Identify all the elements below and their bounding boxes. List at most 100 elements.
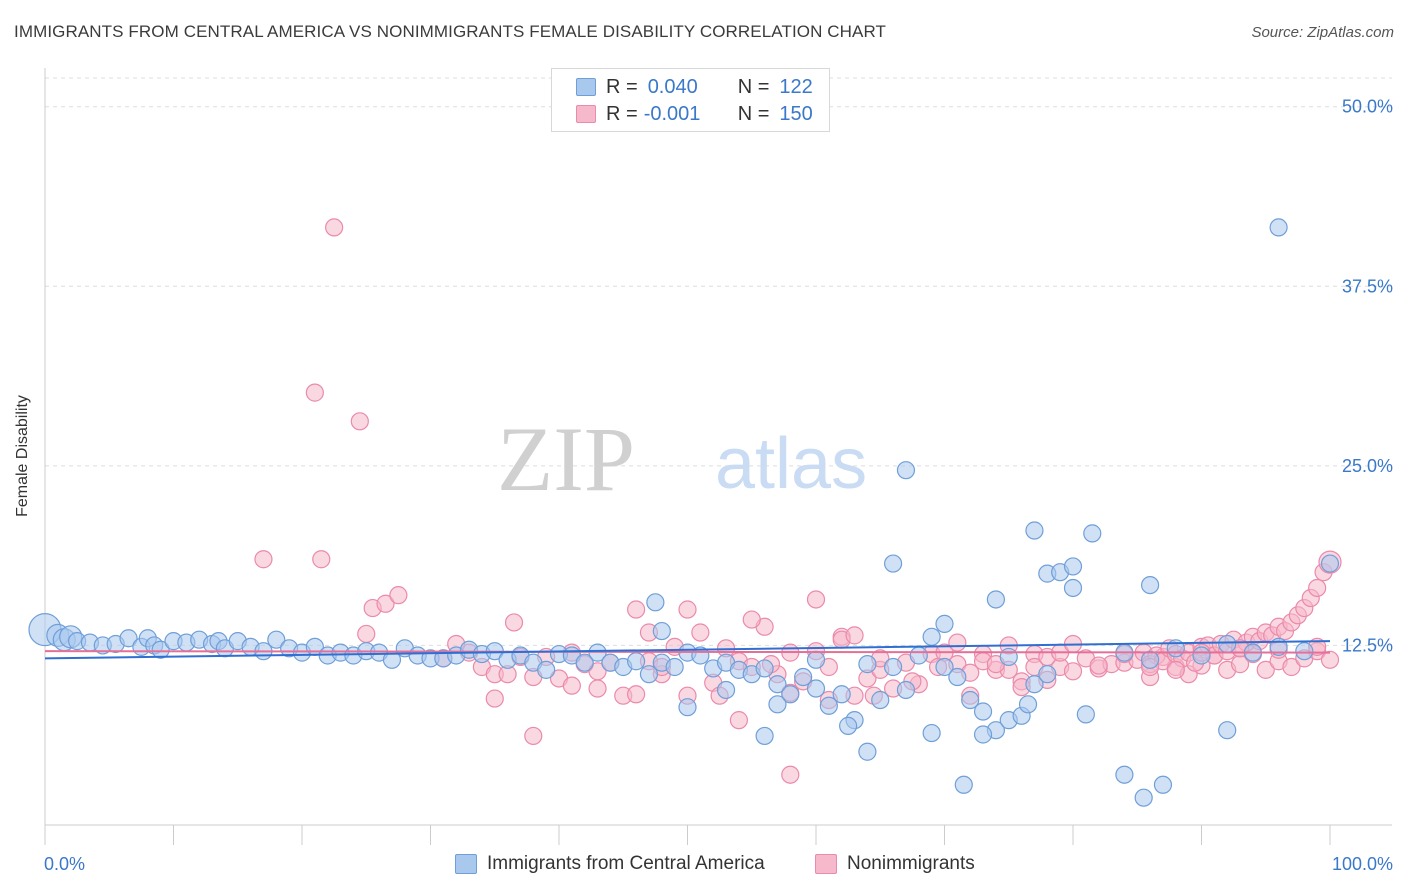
immigrants-point — [935, 614, 954, 633]
nonimmigrants-point — [806, 590, 826, 609]
chart-source: Source: ZipAtlas.com — [1251, 24, 1394, 41]
immigrants-point — [794, 667, 813, 687]
legend-swatch-pink — [576, 105, 596, 123]
nonimmigrants-point — [1166, 660, 1185, 679]
legend-row-immigrants: R = 0.040 N = 122 — [576, 74, 813, 100]
immigrants-points — [28, 218, 1340, 807]
grid-lines — [45, 77, 1392, 646]
immigrants-point — [755, 726, 774, 746]
watermark-atlas: atlas — [715, 424, 867, 504]
immigrants-point — [858, 742, 877, 761]
immigrants-point — [922, 723, 941, 743]
immigrants-point — [1025, 675, 1044, 694]
immigrants-point — [1115, 765, 1134, 784]
immigrants-point — [646, 593, 665, 612]
y-tick-label: 37.5% — [1342, 276, 1393, 296]
nonimmigrants-point — [691, 623, 710, 642]
nonimmigrants-point — [626, 685, 646, 704]
immigrants-point — [1269, 218, 1288, 237]
nonimmigrants-point — [357, 624, 376, 644]
nonimmigrants-point — [678, 600, 697, 619]
immigrants-point — [839, 716, 858, 735]
nonimmigrants-point — [781, 765, 800, 784]
bottom-legend-swatch-pink — [815, 854, 837, 874]
watermark: ZIP atlas — [497, 408, 867, 510]
bottom-legend-label: Immigrants from Central America — [487, 853, 765, 874]
immigrants-point — [1063, 578, 1083, 598]
nonimmigrants-point — [305, 383, 324, 402]
immigrants-point — [1134, 788, 1153, 807]
immigrants-point — [883, 554, 903, 573]
immigrants-point — [119, 629, 138, 648]
nonimmigrants-point — [626, 600, 646, 619]
immigrants-point — [961, 690, 980, 710]
immigrants-point — [806, 679, 826, 698]
trend-lines — [44, 640, 1331, 660]
nonimmigrants-point — [588, 679, 607, 698]
immigrants-point — [973, 702, 993, 721]
y-tick-label: 50.0% — [1342, 97, 1393, 117]
nonimmigrants-point — [729, 711, 749, 730]
immigrants-point — [575, 653, 594, 672]
nonimmigrants-point — [1308, 578, 1327, 598]
immigrants-point — [909, 646, 928, 665]
immigrants-point — [896, 680, 916, 700]
nonimmigrants-point — [325, 218, 344, 237]
nonimmigrants-point — [948, 633, 967, 652]
x-tick-label-min: 0.0% — [44, 854, 85, 874]
immigrants-point — [665, 657, 684, 677]
trend-line-nonimmigrants — [44, 650, 1331, 654]
legend-swatch-blue — [576, 78, 596, 96]
bottom-legend-swatch-blue — [455, 854, 477, 874]
immigrants-point — [1218, 721, 1237, 740]
immigrants-point — [151, 640, 170, 659]
immigrants-point — [896, 461, 916, 480]
nonimmigrants-point — [376, 594, 395, 613]
immigrants-point — [768, 695, 787, 714]
legend-n-label: N = — [737, 75, 770, 98]
chart-title: IMMIGRANTS FROM CENTRAL AMERICA VS NONIM… — [14, 22, 887, 41]
immigrants-point — [1018, 695, 1038, 714]
immigrants-point — [935, 657, 954, 677]
nonimmigrants-point — [1320, 650, 1340, 669]
immigrants-point — [652, 621, 671, 641]
immigrants-point — [716, 680, 736, 700]
x-tick-label-max: 100.0% — [1332, 854, 1393, 874]
immigrants-point — [922, 627, 941, 646]
immigrants-point — [639, 665, 659, 684]
immigrants-point — [1038, 665, 1057, 684]
legend-n-value: 122 — [779, 75, 813, 98]
nonimmigrants-point — [562, 676, 581, 695]
nonimmigrants-point — [1256, 660, 1275, 679]
immigrants-point — [883, 657, 903, 677]
bottom-legend-immigrants: Immigrants from Central America — [455, 851, 765, 877]
immigrants-point — [1083, 524, 1102, 543]
immigrants-point — [819, 696, 838, 715]
immigrants-point — [755, 659, 774, 678]
nonimmigrants-point — [485, 689, 504, 708]
immigrants-point — [948, 667, 967, 687]
immigrants-point — [1140, 650, 1160, 669]
immigrants-point — [626, 652, 646, 671]
nonimmigrants-point — [1282, 657, 1301, 677]
immigrants-point — [768, 675, 787, 694]
legend-r-value: -0.001 — [643, 102, 701, 125]
immigrants-point — [832, 685, 851, 704]
immigrants-point — [1076, 705, 1095, 724]
immigrants-point — [1192, 646, 1211, 665]
immigrants-point — [1218, 634, 1237, 654]
immigrants-point — [806, 650, 826, 669]
immigrants-point — [973, 725, 993, 744]
legend-row-nonimmigrants: R = -0.001 N = 150 — [576, 101, 813, 127]
immigrants-point — [1320, 554, 1340, 573]
bottom-legend-label: Nonimmigrants — [847, 853, 975, 874]
legend-n-value: 150 — [779, 102, 813, 125]
immigrants-point — [858, 655, 877, 674]
immigrants-point — [1153, 775, 1173, 794]
nonimmigrants-point — [312, 550, 331, 569]
immigrants-point — [954, 775, 973, 794]
immigrants-point — [537, 660, 556, 679]
immigrants-point — [999, 647, 1018, 667]
nonimmigrants-point — [845, 626, 864, 645]
bottom-legend-nonimmigrants: Nonimmigrants — [815, 851, 975, 877]
